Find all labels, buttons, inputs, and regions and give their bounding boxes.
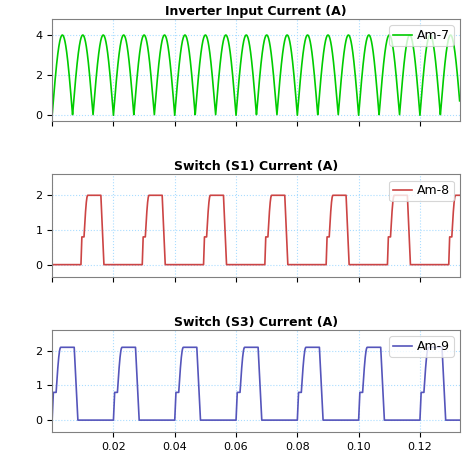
Title: Inverter Input Current (A): Inverter Input Current (A) [165,5,347,18]
Legend: Am-9: Am-9 [389,336,454,357]
Legend: Am-7: Am-7 [389,25,454,46]
Title: Switch (S3) Current (A): Switch (S3) Current (A) [174,316,338,329]
Title: Switch (S1) Current (A): Switch (S1) Current (A) [174,161,338,173]
Legend: Am-8: Am-8 [389,180,454,201]
